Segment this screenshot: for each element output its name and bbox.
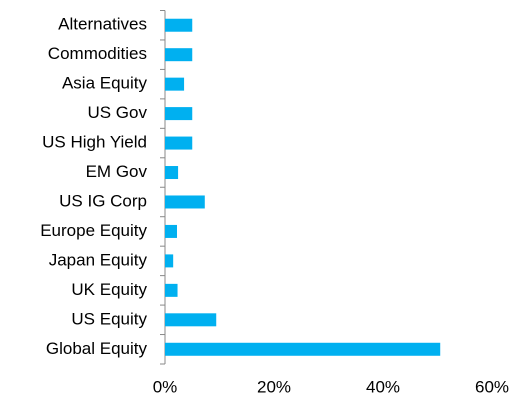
bar xyxy=(165,107,193,121)
x-tick-label: 0% xyxy=(153,377,178,396)
x-tick-label: 20% xyxy=(257,377,291,396)
bar xyxy=(165,18,193,32)
y-tick-label: US High Yield xyxy=(42,133,147,152)
y-tick-label: UK Equity xyxy=(71,280,147,299)
y-tick-label: EM Gov xyxy=(86,162,148,181)
y-tick-label: US IG Corp xyxy=(59,191,147,210)
bar xyxy=(165,283,178,297)
bar xyxy=(165,224,177,238)
y-tick-label: US Equity xyxy=(71,309,147,328)
bar xyxy=(165,342,441,356)
bar xyxy=(165,77,185,91)
y-tick-label: Commodities xyxy=(48,44,147,63)
bar xyxy=(165,48,193,62)
bar xyxy=(165,166,179,180)
y-tick-label: Alternatives xyxy=(58,15,147,34)
bar xyxy=(165,254,174,268)
y-tick-label: Global Equity xyxy=(46,339,148,358)
y-tick-label: Asia Equity xyxy=(62,74,148,93)
y-tick-label: Japan Equity xyxy=(49,250,148,269)
y-tick-label: US Gov xyxy=(87,103,147,122)
x-tick-label: 40% xyxy=(366,377,400,396)
bar xyxy=(165,136,193,150)
y-tick-label: Europe Equity xyxy=(40,221,147,240)
x-tick-label: 60% xyxy=(475,377,509,396)
bar xyxy=(165,195,205,209)
bar xyxy=(165,313,217,327)
